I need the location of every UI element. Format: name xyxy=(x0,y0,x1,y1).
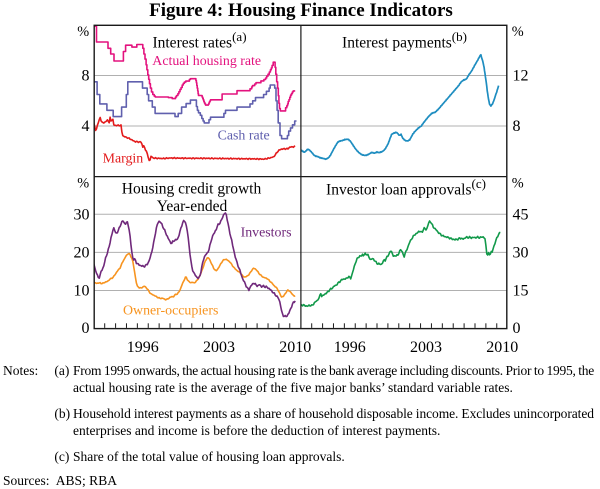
svg-text:2003: 2003 xyxy=(203,339,235,356)
svg-text:%: % xyxy=(512,24,524,40)
svg-text:Actual housing rate: Actual housing rate xyxy=(152,54,261,69)
svg-text:Cash rate: Cash rate xyxy=(218,129,270,144)
svg-text:Figure 4: Housing Finance Indi: Figure 4: Housing Finance Indicators xyxy=(149,0,453,21)
svg-text:Housing credit growth: Housing credit growth xyxy=(122,181,262,198)
svg-text:4: 4 xyxy=(82,118,90,135)
svg-text:30: 30 xyxy=(513,245,529,262)
svg-text:Interest rates(a): Interest rates(a) xyxy=(152,29,246,52)
svg-text:Investors: Investors xyxy=(241,226,292,241)
svg-text:Margin: Margin xyxy=(103,151,144,166)
svg-text:1996: 1996 xyxy=(127,339,159,356)
svg-text:Interest payments(b): Interest payments(b) xyxy=(342,29,467,52)
svg-text:Year-ended: Year-ended xyxy=(157,198,228,215)
svg-text:8: 8 xyxy=(513,118,521,135)
svg-text:Investor loan approvals(c): Investor loan approvals(c) xyxy=(326,176,486,199)
svg-text:%: % xyxy=(77,24,89,40)
svg-text:45: 45 xyxy=(513,207,529,224)
svg-text:2010: 2010 xyxy=(486,339,518,356)
svg-text:2010: 2010 xyxy=(279,339,311,356)
svg-text:%: % xyxy=(512,175,524,191)
svg-text:12: 12 xyxy=(513,68,529,85)
svg-text:8: 8 xyxy=(82,68,90,85)
svg-text:20: 20 xyxy=(74,245,90,262)
svg-text:30: 30 xyxy=(74,207,90,224)
svg-text:Owner-occupiers: Owner-occupiers xyxy=(123,303,218,318)
svg-text:1996: 1996 xyxy=(334,339,366,356)
svg-text:10: 10 xyxy=(74,283,90,300)
svg-text:0: 0 xyxy=(82,320,90,337)
svg-text:%: % xyxy=(77,175,89,191)
svg-text:2003: 2003 xyxy=(410,339,442,356)
svg-text:15: 15 xyxy=(513,283,529,300)
svg-text:0: 0 xyxy=(513,320,521,337)
